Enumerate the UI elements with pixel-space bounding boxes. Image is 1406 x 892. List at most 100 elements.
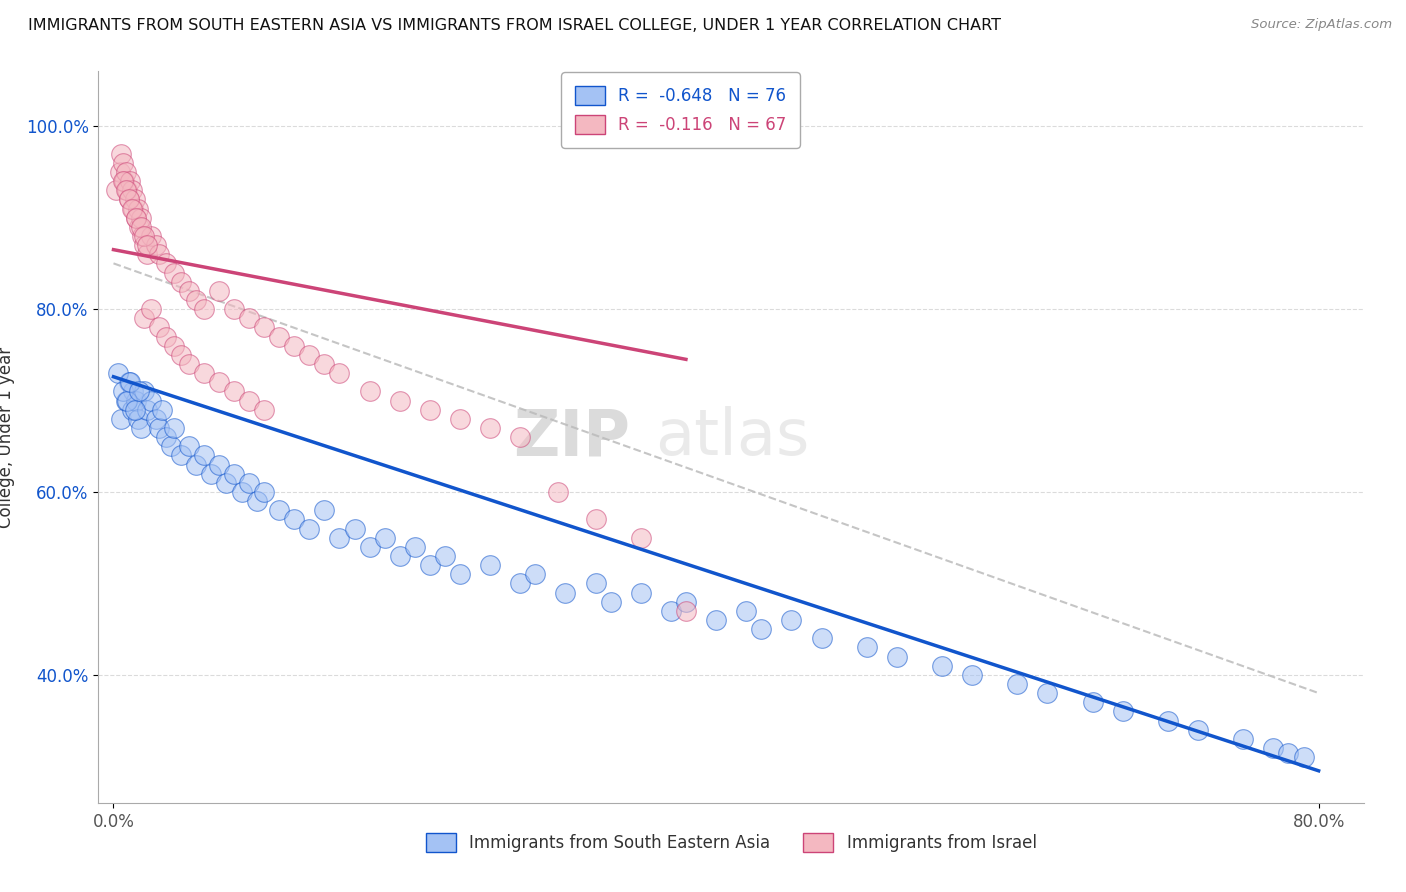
Point	[177, 357, 200, 371]
Point	[145, 238, 167, 252]
Point	[359, 384, 381, 399]
Point	[328, 531, 350, 545]
Point	[110, 146, 132, 161]
Point	[1263, 740, 1285, 755]
Point	[314, 503, 336, 517]
Point	[186, 293, 208, 307]
Point	[855, 640, 877, 655]
Point	[208, 284, 231, 298]
Point	[163, 421, 186, 435]
Point	[1187, 723, 1209, 737]
Y-axis label: College, Under 1 year: College, Under 1 year	[0, 346, 14, 528]
Point	[1007, 677, 1029, 691]
Point	[675, 604, 697, 618]
Point	[1112, 705, 1135, 719]
Point	[238, 393, 260, 408]
Point	[129, 211, 152, 225]
Point	[222, 301, 245, 317]
Point	[253, 485, 276, 500]
Point	[117, 192, 139, 206]
Point	[141, 228, 163, 243]
Point	[127, 202, 149, 216]
Point	[155, 430, 177, 444]
Point	[449, 412, 471, 426]
Point	[141, 393, 163, 408]
Point	[135, 238, 157, 252]
Point	[547, 485, 569, 500]
Point	[114, 165, 136, 179]
Point	[283, 512, 305, 526]
Point	[215, 475, 238, 490]
Point	[132, 228, 155, 243]
Legend: Immigrants from South Eastern Asia, Immigrants from Israel: Immigrants from South Eastern Asia, Immi…	[418, 824, 1045, 860]
Point	[125, 211, 148, 225]
Point	[114, 393, 136, 408]
Point	[585, 576, 607, 591]
Point	[1232, 731, 1254, 746]
Point	[117, 192, 139, 206]
Point	[170, 275, 193, 289]
Point	[177, 439, 200, 453]
Point	[115, 183, 138, 197]
Point	[163, 266, 186, 280]
Point	[1292, 750, 1315, 764]
Point	[129, 421, 152, 435]
Point	[222, 467, 245, 481]
Point	[1277, 746, 1299, 760]
Point	[131, 228, 153, 243]
Point	[433, 549, 456, 563]
Point	[163, 338, 186, 352]
Point	[112, 174, 135, 188]
Point	[148, 421, 170, 435]
Point	[125, 393, 148, 408]
Point	[675, 594, 697, 608]
Point	[599, 594, 621, 608]
Point	[524, 567, 547, 582]
Point	[128, 219, 150, 234]
Point	[630, 585, 652, 599]
Point	[132, 238, 155, 252]
Point	[231, 485, 253, 500]
Point	[121, 402, 143, 417]
Point	[704, 613, 727, 627]
Point	[509, 430, 531, 444]
Point	[222, 384, 245, 399]
Point	[479, 421, 502, 435]
Point	[129, 219, 152, 234]
Point	[122, 384, 145, 399]
Point	[269, 503, 291, 517]
Point	[121, 183, 143, 197]
Point	[479, 558, 502, 573]
Point	[659, 604, 682, 618]
Point	[1081, 695, 1104, 709]
Point	[141, 301, 163, 317]
Point	[359, 540, 381, 554]
Point	[298, 348, 321, 362]
Point	[170, 448, 193, 462]
Point	[314, 357, 336, 371]
Point	[135, 247, 157, 261]
Point	[145, 412, 167, 426]
Point	[120, 174, 141, 188]
Point	[1157, 714, 1180, 728]
Point	[115, 393, 138, 408]
Point	[238, 475, 260, 490]
Point	[208, 375, 231, 389]
Point	[374, 531, 396, 545]
Point	[117, 375, 139, 389]
Point	[124, 192, 146, 206]
Point	[148, 320, 170, 334]
Text: atlas: atlas	[655, 406, 810, 468]
Point	[107, 366, 129, 380]
Point	[630, 531, 652, 545]
Point	[155, 256, 177, 270]
Point	[269, 329, 291, 343]
Point	[150, 402, 173, 417]
Point	[110, 412, 132, 426]
Point	[298, 521, 321, 535]
Point	[388, 393, 411, 408]
Point	[121, 202, 143, 216]
Point	[125, 211, 148, 225]
Text: IMMIGRANTS FROM SOUTH EASTERN ASIA VS IMMIGRANTS FROM ISRAEL COLLEGE, UNDER 1 YE: IMMIGRANTS FROM SOUTH EASTERN ASIA VS IM…	[28, 18, 1001, 33]
Point	[509, 576, 531, 591]
